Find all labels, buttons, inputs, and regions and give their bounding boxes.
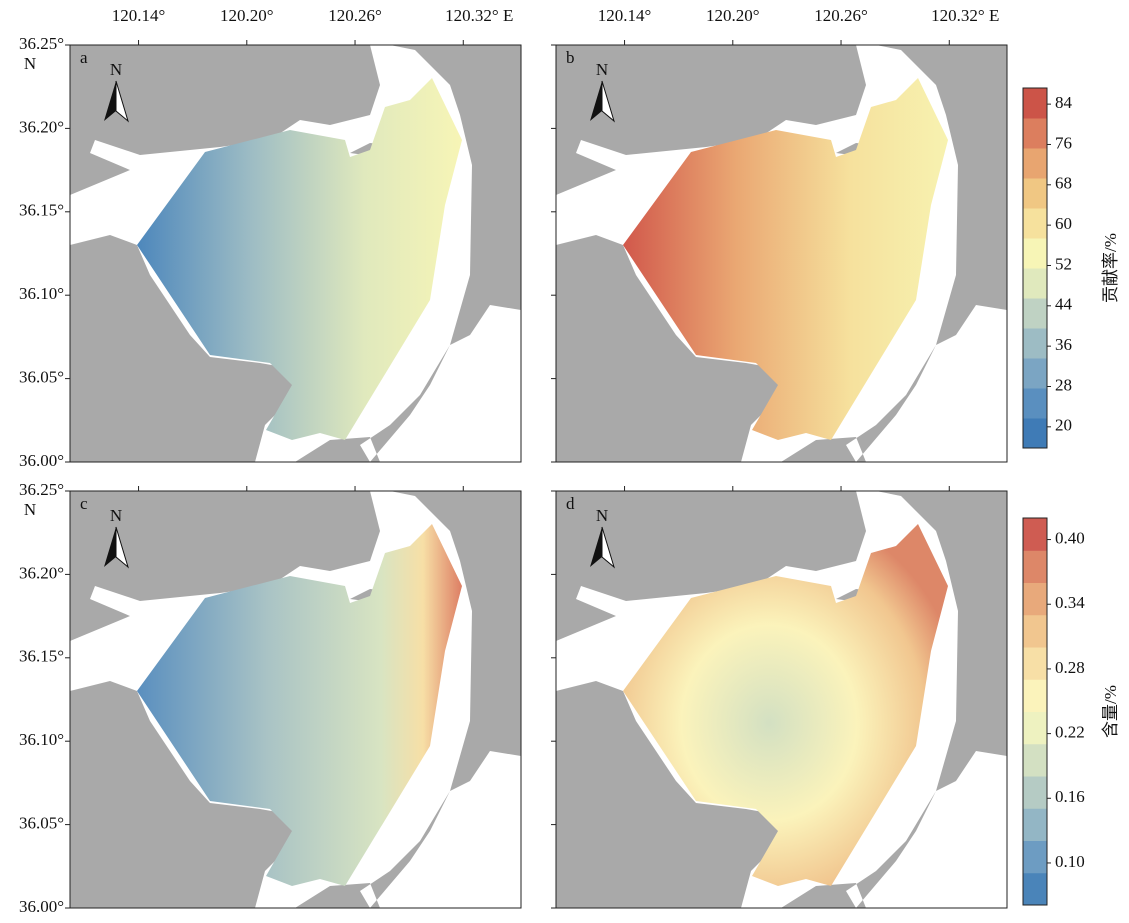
hemisphere-label: N <box>24 54 36 73</box>
colorbar-tick-label: 60 <box>1055 214 1072 233</box>
colorbar-band <box>1023 518 1047 551</box>
panel-label: b <box>566 48 575 67</box>
colorbar-tick-label: 0.10 <box>1055 852 1085 871</box>
colorbar-tick-label: 36 <box>1055 335 1072 354</box>
colorbar-tick-label: 44 <box>1055 295 1073 314</box>
figure: a N 120.14° 120.20° 120.26° 120.32° E 36.00° 36… <box>0 0 1129 918</box>
colorbar-tick-label: 20 <box>1055 416 1072 435</box>
colorbars: 202836445260687684贡献率/%0.100.160.220.280… <box>1023 88 1120 906</box>
y-tick-label: 36.15° <box>19 201 64 220</box>
x-tick-label: 120.14° <box>112 6 166 25</box>
y-tick-label: 36.05° <box>19 814 64 833</box>
y-tick-label: 36.15° <box>19 647 64 666</box>
colorbar-band <box>1023 268 1047 299</box>
colorbar-tick-label: 0.16 <box>1055 787 1085 806</box>
y-tick-label: 36.20° <box>19 117 64 136</box>
panel-label: d <box>566 494 575 513</box>
map-panel: a N 120.14° 120.20° 120.26° 120.32° E 36.00° 36… <box>19 6 521 470</box>
colorbar-band <box>1023 873 1047 906</box>
colorbar-tick-label: 76 <box>1055 133 1072 152</box>
colorbar-band <box>1023 550 1047 583</box>
panel-label: c <box>80 494 88 513</box>
y-tick-label: 36.25° <box>19 34 64 53</box>
colorbar-band <box>1023 679 1047 712</box>
colorbar-band <box>1023 208 1047 239</box>
colorbar-band <box>1023 808 1047 841</box>
colorbar: 0.10 0.16 0.22 0.28 0.34 0.40 含量/% <box>1023 518 1120 906</box>
colorbar-band <box>1023 178 1047 209</box>
y-tick-label: 36.00° <box>19 897 64 916</box>
x-tick-label: 120.32° E <box>931 6 999 25</box>
x-tick-label: 120.32° E <box>445 6 513 25</box>
north-label: N <box>110 506 122 525</box>
colorbar-tick-label: 0.28 <box>1055 658 1085 677</box>
page: {"x_axis": {"lim": [120.102, 120.352], "… <box>0 0 1129 918</box>
colorbar-tick-label: 0.34 <box>1055 593 1085 612</box>
colorbar: 20 28 36 44 52 60 68 76 84 贡献率/% <box>1023 88 1120 449</box>
colorbar-tick-label: 68 <box>1055 174 1072 193</box>
y-tick-label: 36.05° <box>19 368 64 387</box>
colorbar-band <box>1023 776 1047 809</box>
hemisphere-label: N <box>24 500 36 519</box>
colorbar-band <box>1023 328 1047 359</box>
y-tick-label: 36.00° <box>19 451 64 470</box>
colorbar-band <box>1023 841 1047 874</box>
y-tick-label: 36.20° <box>19 563 64 582</box>
panels: a N 120.14° 120.20° 120.26° 120.32° E 36.00° 36… <box>19 6 1007 916</box>
map-panel: dN <box>551 486 1007 908</box>
x-tick-label: 120.20° <box>220 6 274 25</box>
north-label: N <box>110 60 122 79</box>
colorbar-band <box>1023 88 1047 119</box>
colorbar-tick-label: 52 <box>1055 254 1072 273</box>
colorbar-band <box>1023 615 1047 648</box>
map-panel: b N 120.14° 120.20° 120.26° 120.32° E <box>551 6 1007 462</box>
north-label: N <box>596 506 608 525</box>
colorbar-band <box>1023 298 1047 329</box>
panel-label: a <box>80 48 88 67</box>
colorbar-band <box>1023 118 1047 149</box>
colorbar-tick-label: 84 <box>1055 93 1073 112</box>
y-tick-label: 36.10° <box>19 730 64 749</box>
x-tick-label: 120.14° <box>598 6 652 25</box>
colorbar-band <box>1023 358 1047 389</box>
colorbar-title: 贡献率/% <box>1101 233 1120 303</box>
colorbar-band <box>1023 238 1047 269</box>
colorbar-band <box>1023 744 1047 777</box>
y-tick-label: 36.10° <box>19 284 64 303</box>
y-tick-label: 36.25° <box>19 480 64 499</box>
colorbar-tick-label: 28 <box>1055 375 1072 394</box>
colorbar-band <box>1023 712 1047 745</box>
colorbar-tick-label: 0.40 <box>1055 528 1085 547</box>
colorbar-band <box>1023 148 1047 179</box>
colorbar-band <box>1023 583 1047 616</box>
colorbar-band <box>1023 647 1047 680</box>
x-tick-label: 120.20° <box>706 6 760 25</box>
colorbar-tick-label: 0.22 <box>1055 723 1085 742</box>
colorbar-band <box>1023 418 1047 449</box>
colorbar-band <box>1023 388 1047 419</box>
north-label: N <box>596 60 608 79</box>
x-tick-label: 120.26° <box>814 6 868 25</box>
x-tick-label: 120.26° <box>328 6 382 25</box>
colorbar-title: 含量/% <box>1101 685 1120 738</box>
